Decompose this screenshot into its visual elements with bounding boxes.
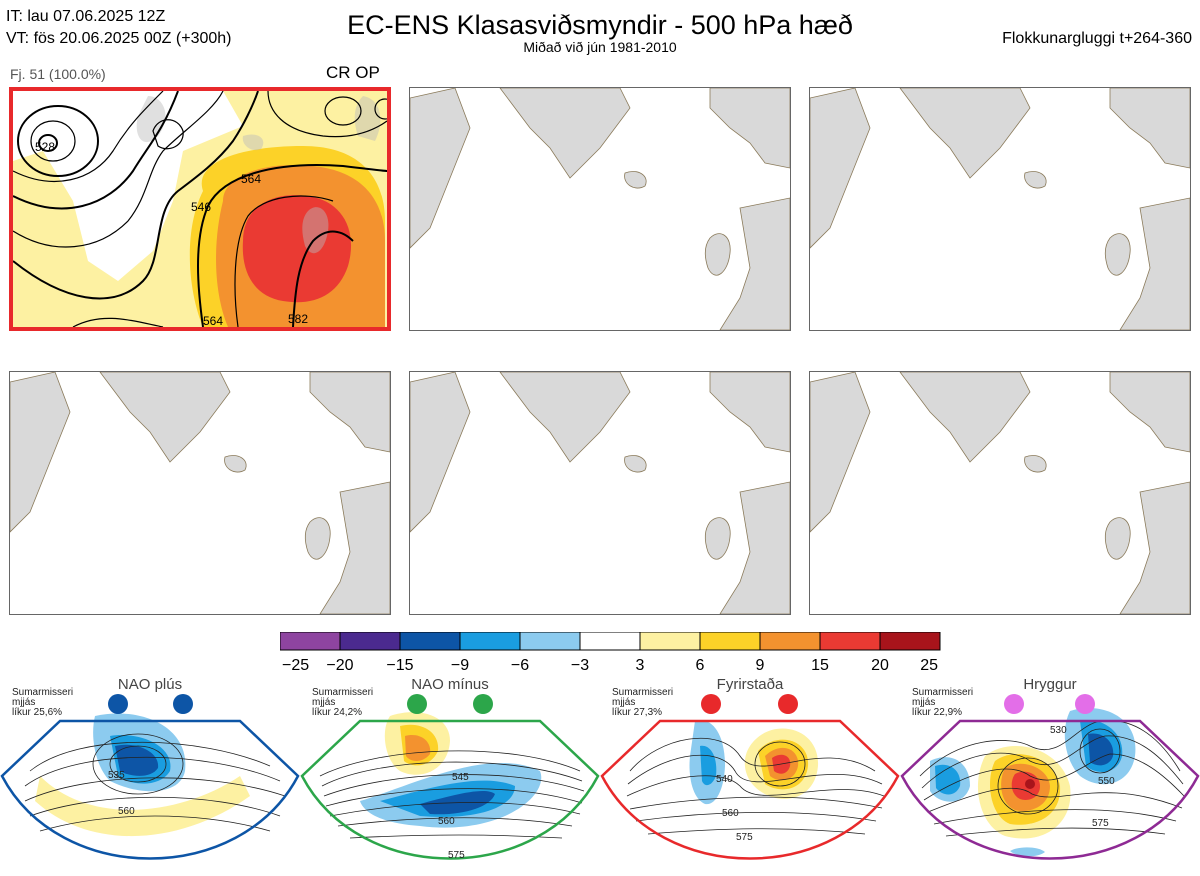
regime-title: Fyrirstaða xyxy=(716,676,784,693)
colorbar-bin xyxy=(699,632,761,651)
regime-info: Sumarmisseri mjjás líkur 24,2% xyxy=(312,688,373,718)
colorbar-bin xyxy=(459,632,521,651)
colorbar-tick-label: 15 xyxy=(811,657,829,672)
regime-marker-icon xyxy=(108,694,128,714)
contour-label: 575 xyxy=(448,850,465,861)
colorbar-bin xyxy=(879,632,941,651)
colorbar-bin xyxy=(579,632,641,651)
colorbar-bin xyxy=(639,632,701,651)
contour-label: 545 xyxy=(452,772,469,783)
colorbar-tick-label: 9 xyxy=(756,657,765,672)
regime-title: NAO plús xyxy=(117,676,183,693)
colorbar-tick-label: −3 xyxy=(571,657,589,672)
map-panel-5[interactable] xyxy=(409,371,791,615)
anomaly-map: 528 546 564 582 564 xyxy=(13,91,387,327)
colorbar-tick-label: 25 xyxy=(920,657,938,672)
colorbar-tick-label: −20 xyxy=(326,657,353,672)
contour-label: 564 xyxy=(203,314,223,327)
contour-label: 540 xyxy=(716,774,733,785)
regime-probability: líkur 22,9% xyxy=(912,707,963,718)
regime-marker-icon xyxy=(173,694,193,714)
colorbar-tick-label: 6 xyxy=(696,657,705,672)
regime-season: Sumarmisseri xyxy=(12,687,74,698)
colorbar-bin xyxy=(399,632,461,651)
contour-label: 535 xyxy=(108,770,125,781)
regime-map: 540 560 575 xyxy=(600,694,900,860)
contour-label: 560 xyxy=(722,808,739,819)
regime-type: mjjás xyxy=(612,697,636,708)
init-time: IT: lau 07.06.2025 12Z xyxy=(6,8,166,25)
regime-panel-nao-plus[interactable]: 535 560 NAO plús Sumarmisseri mjjás líku… xyxy=(0,676,300,871)
regime-panel-blocking[interactable]: 540 560 575 Fyrirstaða Sumarmisseri mjjá… xyxy=(600,676,900,871)
colorbar-bin xyxy=(759,632,821,651)
map-panel-6[interactable] xyxy=(809,371,1191,615)
contour-label: 530 xyxy=(1050,725,1067,736)
colorbar-bin xyxy=(819,632,881,651)
coastline-map xyxy=(410,88,790,330)
colorbar-bin xyxy=(519,632,581,651)
regime-probability: líkur 25,6% xyxy=(12,707,63,718)
regime-season: Sumarmisseri xyxy=(612,687,674,698)
regime-marker-icon xyxy=(473,694,493,714)
colorbar-bin xyxy=(280,632,341,651)
regime-marker-icon xyxy=(701,694,721,714)
regime-probability: líkur 24,2% xyxy=(312,707,363,718)
regime-season: Sumarmisseri xyxy=(912,687,974,698)
regime-probability: líkur 27,3% xyxy=(612,707,663,718)
regime-type: mjjás xyxy=(312,697,336,708)
regime-type: mjjás xyxy=(12,697,36,708)
regime-map: 545 560 575 xyxy=(300,694,600,861)
panel-label: CR OP xyxy=(326,63,380,82)
contour-label: 528 xyxy=(35,140,55,154)
coastline-map xyxy=(810,88,1190,330)
regime-title: Hryggur xyxy=(1023,676,1077,693)
contour-label: 560 xyxy=(118,806,135,817)
classification-window: Flokkunargluggi t+264-360 xyxy=(1002,30,1192,47)
page-subtitle: Miðað við jún 1981-2010 xyxy=(523,39,677,55)
regime-marker-icon xyxy=(407,694,427,714)
colorbar: −25 −20 −15 −9 −6 −3 3 6 9 15 20 25 xyxy=(280,632,941,672)
regime-title: NAO mínus xyxy=(411,676,489,693)
map-panel-2[interactable] xyxy=(409,87,791,331)
coastline-map xyxy=(410,372,790,614)
regime-map: 530 550 575 xyxy=(900,694,1200,860)
contour-label: 550 xyxy=(1098,776,1115,787)
regime-map: 535 560 xyxy=(0,694,300,860)
regime-info: Sumarmisseri mjjás líkur 22,9% xyxy=(912,688,973,718)
map-panel-4[interactable] xyxy=(9,371,391,615)
regime-info: Sumarmisseri mjjás líkur 25,6% xyxy=(12,688,73,718)
colorbar-tick-label: 20 xyxy=(871,657,889,672)
regime-info: Sumarmisseri mjjás líkur 27,3% xyxy=(612,688,673,718)
contour-label: 560 xyxy=(438,816,455,827)
map-panel-1[interactable]: 528 546 564 582 564 xyxy=(9,87,391,331)
page-title: EC-ENS Klasasviðsmyndir - 500 hPa hæð xyxy=(347,10,853,40)
coastline-map xyxy=(810,372,1190,614)
colorbar-tick-label: −15 xyxy=(386,657,413,672)
coastline-map xyxy=(10,372,390,614)
contour-label: 564 xyxy=(241,172,261,186)
contour-label: 575 xyxy=(736,832,753,843)
member-label: Fj. 51 (100.0%) xyxy=(10,66,106,82)
colorbar-tick-label: −9 xyxy=(451,657,469,672)
regime-marker-icon xyxy=(778,694,798,714)
colorbar-tick-label: 3 xyxy=(636,657,645,672)
regime-marker-icon xyxy=(1075,694,1095,714)
colorbar-bin xyxy=(339,632,401,651)
header-info: IT: lau 07.06.2025 12Z VT: fös 20.06.202… xyxy=(6,6,231,50)
valid-time: VT: fös 20.06.2025 00Z (+300h) xyxy=(6,30,232,47)
regime-season: Sumarmisseri xyxy=(312,687,374,698)
map-panel-3[interactable] xyxy=(809,87,1191,331)
contour-label: 582 xyxy=(288,312,308,326)
regime-marker-icon xyxy=(1004,694,1024,714)
contour-label: 575 xyxy=(1092,818,1109,829)
colorbar-tick-label: −25 xyxy=(282,657,309,672)
regime-panel-nao-minus[interactable]: 545 560 575 NAO mínus Sumarmisseri mjjás… xyxy=(300,676,600,871)
colorbar-tick-label: −6 xyxy=(511,657,529,672)
contour-label: 546 xyxy=(191,200,211,214)
regime-panel-ridge[interactable]: 530 550 575 Hryggur Sumarmisseri mjjás l… xyxy=(900,676,1200,871)
regime-type: mjjás xyxy=(912,697,936,708)
